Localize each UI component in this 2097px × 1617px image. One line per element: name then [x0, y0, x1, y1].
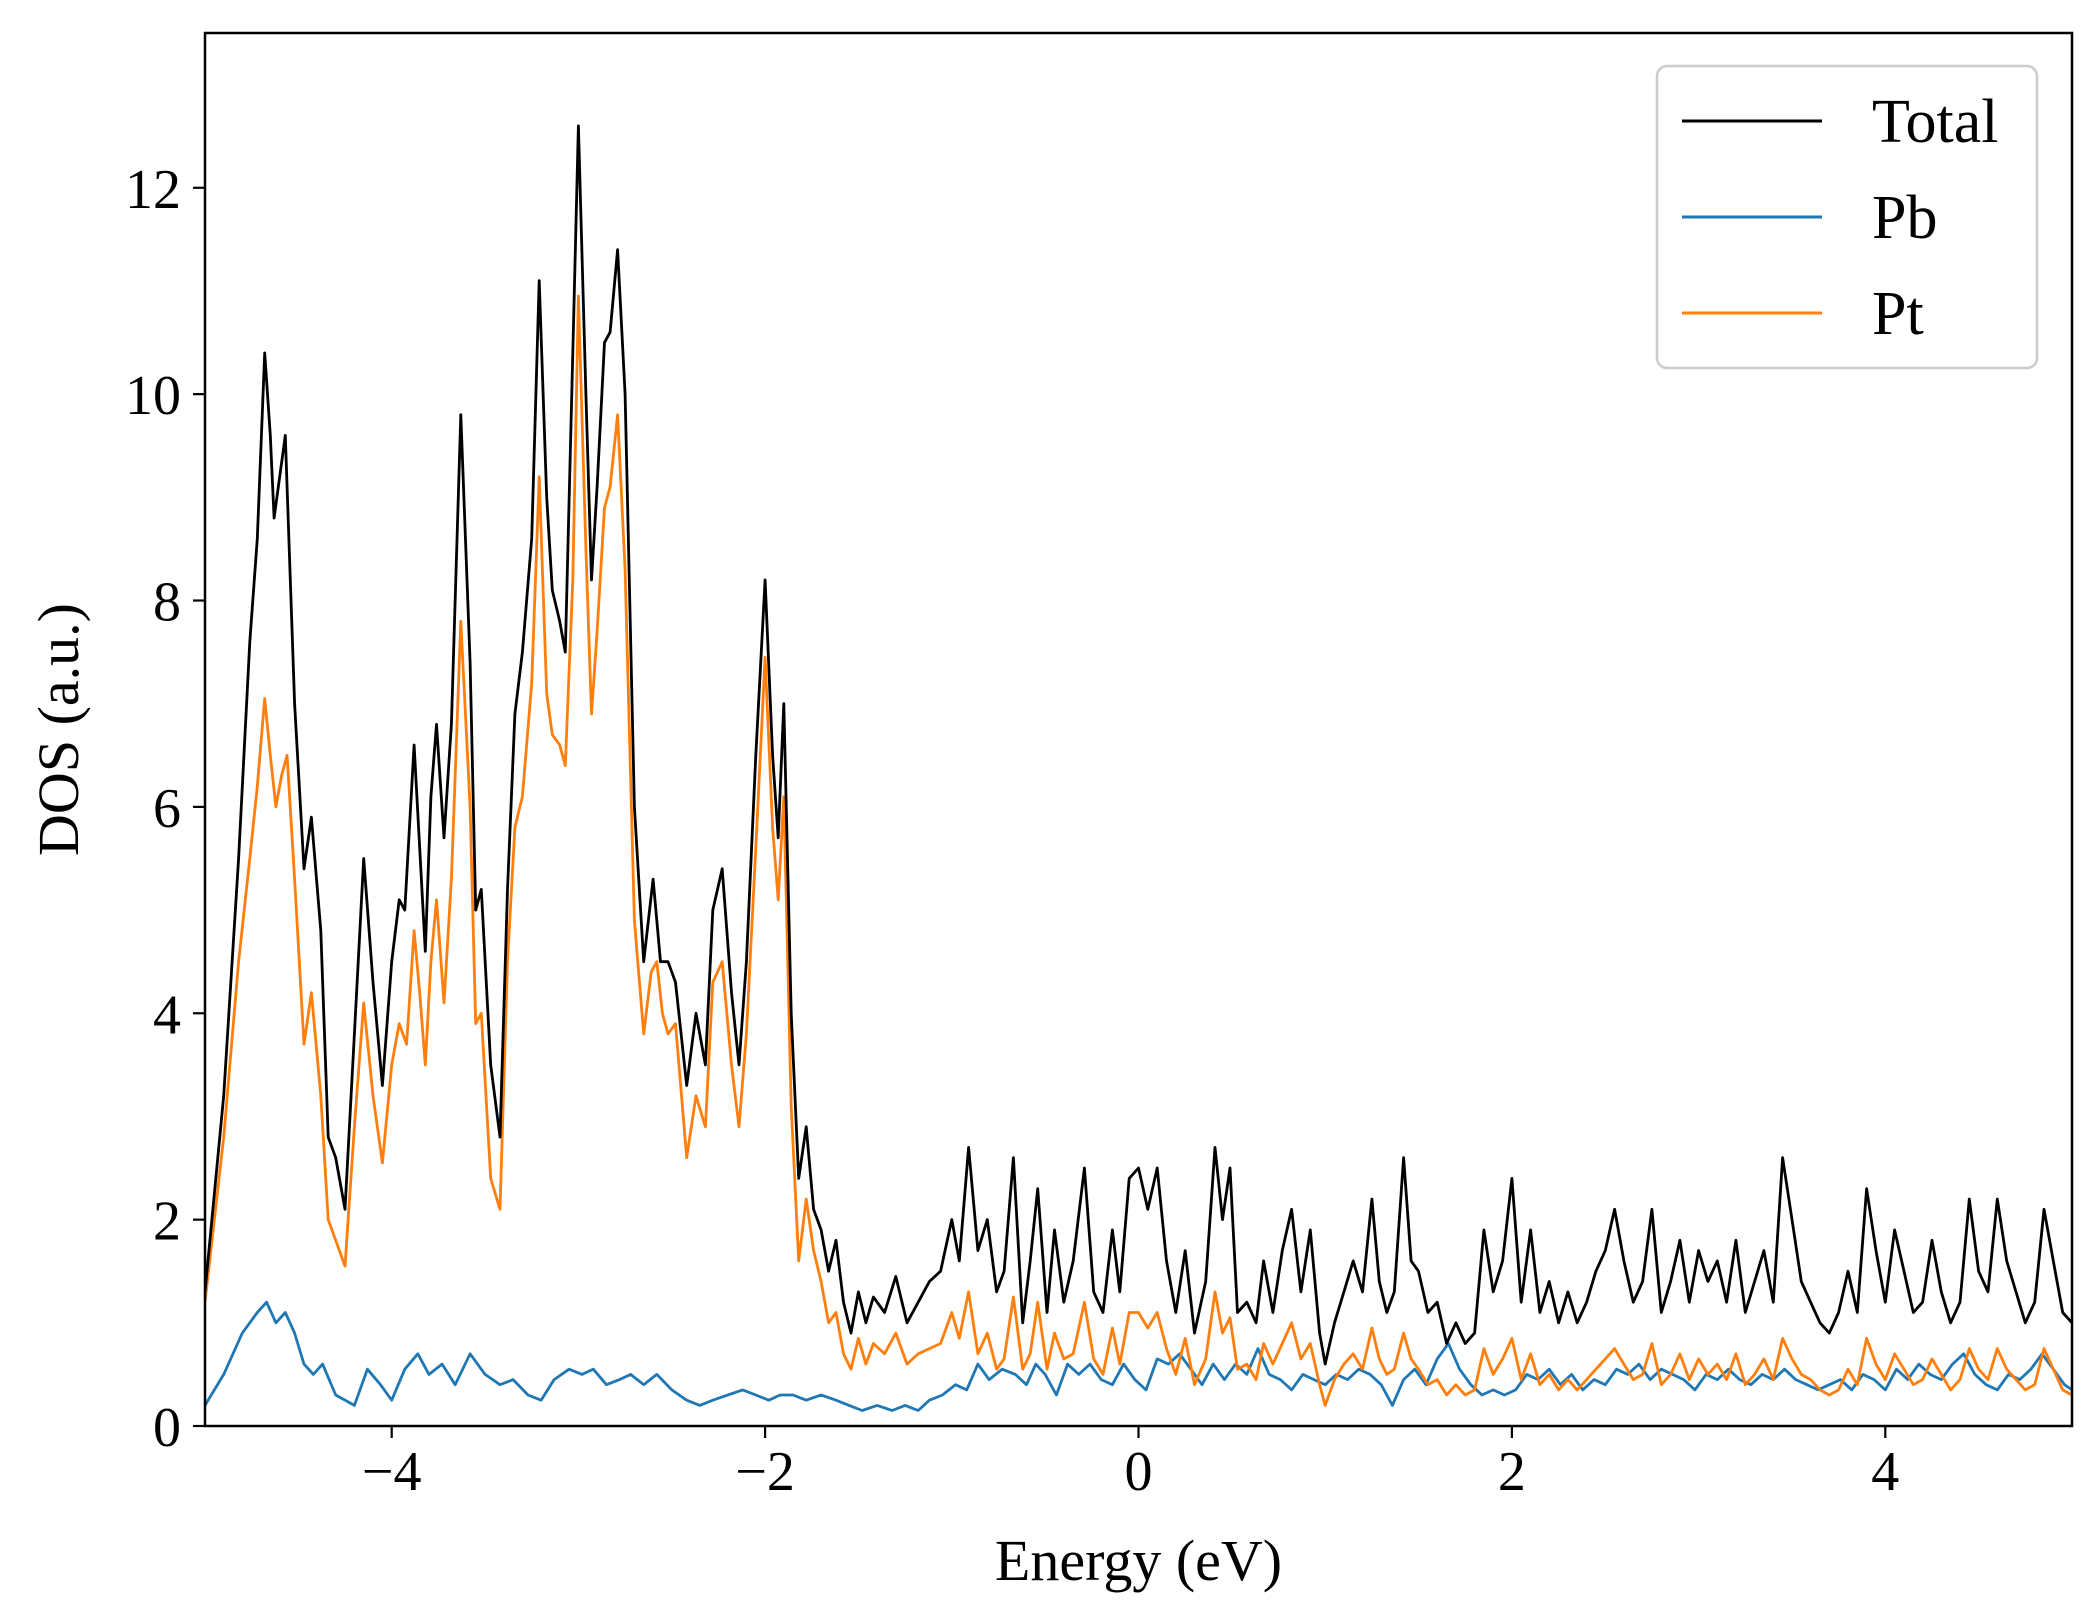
x-tick-label: −4	[362, 1441, 422, 1503]
y-tick-label: 8	[153, 572, 181, 634]
y-tick-label: 4	[153, 984, 181, 1046]
x-axis-ticks: −4 −2 0 2 4	[362, 1426, 1899, 1503]
legend-label-pt: Pt	[1872, 280, 1924, 348]
legend-box	[1655, 64, 2039, 370]
series-layer	[205, 124, 2072, 1412]
x-tick-label: 4	[1871, 1441, 1899, 1503]
legend-label-pb: Pb	[1872, 184, 1937, 252]
y-axis-label: DOS (a.u.)	[26, 603, 91, 856]
x-tick-label: 2	[1498, 1441, 1526, 1503]
legend-label-total: Total	[1872, 88, 1999, 156]
y-axis-ticks: 0 2 4 6 8 10 12	[125, 159, 205, 1459]
y-tick-label: 2	[153, 1191, 181, 1253]
legend: Total Pb Pt	[1655, 64, 2039, 370]
series-line-pt	[205, 294, 2072, 1407]
series-line-total	[205, 124, 2072, 1366]
y-tick-label: 6	[153, 778, 181, 840]
y-tick-label: 12	[125, 159, 181, 221]
y-tick-label: 0	[153, 1397, 181, 1459]
x-tick-label: 0	[1125, 1441, 1153, 1503]
x-axis-label: Energy (eV)	[995, 1528, 1282, 1593]
y-tick-label: 10	[125, 365, 181, 427]
x-tick-label: −2	[735, 1441, 795, 1503]
